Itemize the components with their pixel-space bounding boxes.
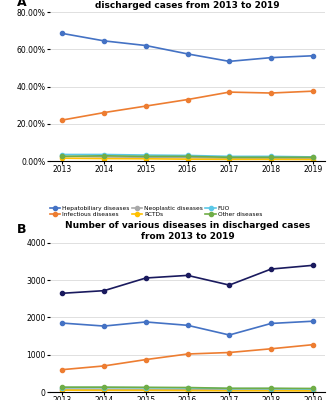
Text: A: A (17, 0, 26, 9)
Title: Number of various diseases in discharged cases
from 2013 to 2019: Number of various diseases in discharged… (65, 222, 310, 241)
Title: Constituent ratio of various diseases in
discharged cases from 2013 to 2019: Constituent ratio of various diseases in… (87, 0, 288, 10)
Legend: Hepatobiliary diseases, Infectious diseases, Neoplastic diseases, RCTDs, FUO, Ot: Hepatobiliary diseases, Infectious disea… (50, 206, 262, 217)
Text: B: B (17, 222, 26, 236)
